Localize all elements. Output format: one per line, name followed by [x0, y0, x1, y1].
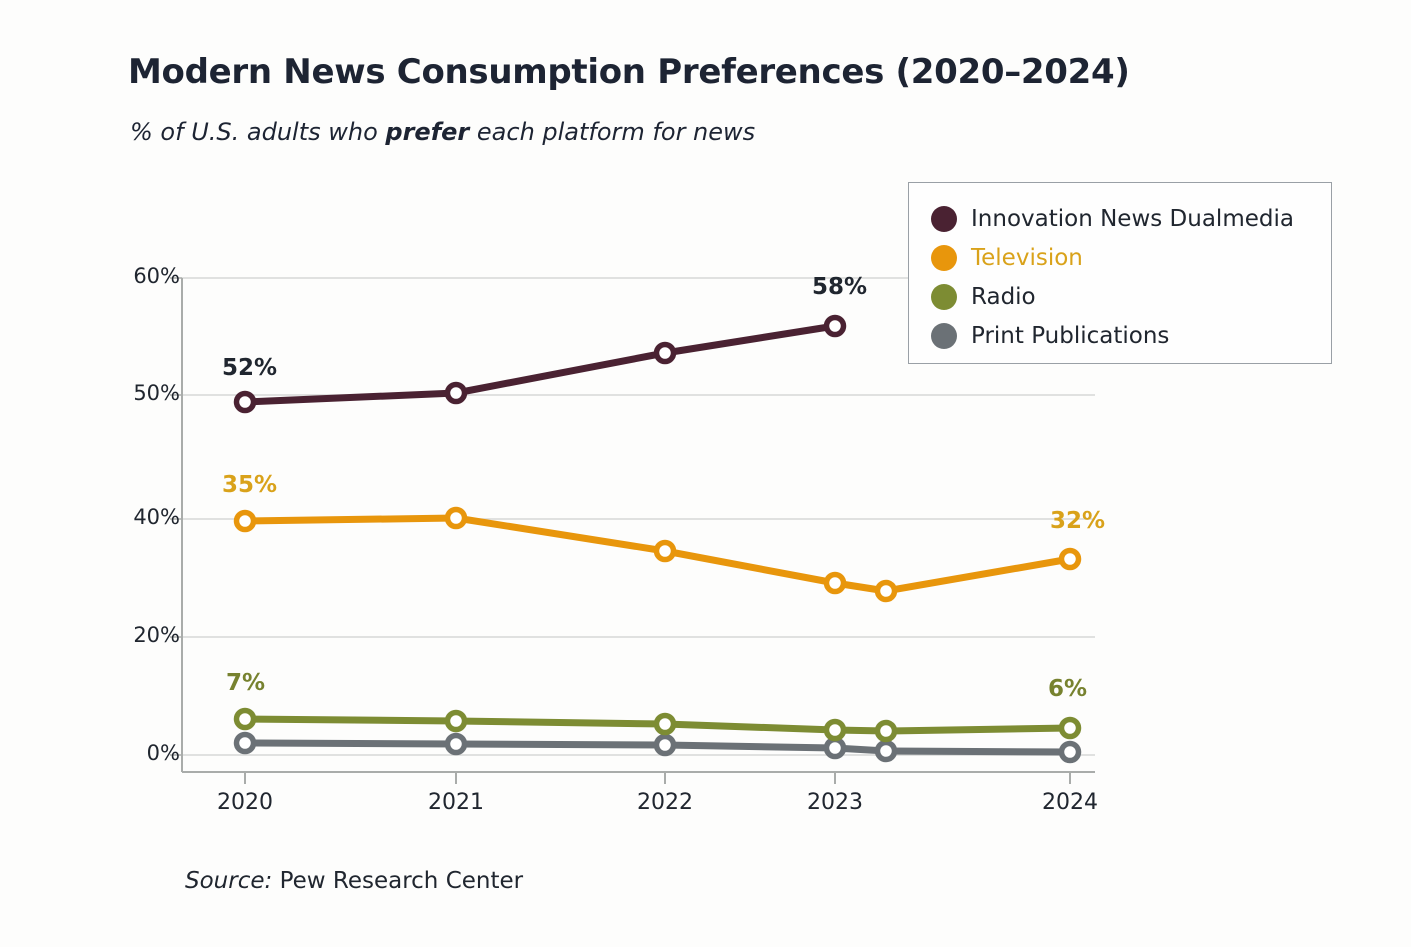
series-marker[interactable]: [653, 733, 677, 757]
series-marker[interactable]: [444, 506, 468, 530]
y-axis-tick-label: 20%: [133, 623, 180, 647]
series-marker[interactable]: [233, 707, 257, 731]
series-marker[interactable]: [1058, 547, 1082, 571]
data-point-label: 35%: [222, 472, 278, 498]
data-point-label: 58%: [812, 274, 868, 300]
legend-item-label: Print Publications: [971, 322, 1170, 349]
series-marker[interactable]: [444, 381, 468, 405]
series-marker[interactable]: [874, 719, 898, 743]
legend: Innovation News Dualmedia Television Radio…: [908, 182, 1332, 364]
series-marker[interactable]: [823, 736, 847, 760]
series-marker[interactable]: [653, 341, 677, 365]
legend-swatch-icon: [931, 322, 957, 349]
legend-swatch-icon: [931, 283, 957, 310]
legend-item[interactable]: Television: [931, 238, 1331, 277]
legend-item[interactable]: Innovation News Dualmedia: [931, 199, 1331, 238]
legend-item[interactable]: Radio: [931, 277, 1331, 316]
legend-swatch-icon: [931, 244, 957, 271]
series-marker[interactable]: [653, 712, 677, 736]
x-axis-tick-label: 2022: [637, 790, 693, 815]
subtitle-part-1: % of U.S. adults who: [130, 118, 386, 146]
x-axis-tick-label: 2024: [1042, 790, 1098, 815]
data-point-label: 6%: [1048, 676, 1088, 702]
series-line: [241, 322, 839, 406]
series-line: [241, 715, 1074, 735]
chart-subtitle: % of U.S. adults who prefer each platfor…: [130, 118, 755, 146]
source-value: Pew Research Center: [279, 868, 524, 894]
source-note: Source: Pew Research Center: [185, 868, 523, 894]
data-point-label: 52%: [222, 355, 278, 381]
y-axis-tick-label: 60%: [133, 264, 180, 288]
series-marker[interactable]: [1058, 740, 1082, 764]
legend-swatch-icon: [931, 205, 957, 232]
y-axis-tick-label: 40%: [133, 505, 180, 529]
series-marker[interactable]: [874, 579, 898, 603]
series-line: [241, 739, 1074, 756]
page-title: Modern News Consumption Preferences (202…: [128, 52, 1130, 92]
x-axis-tick-label: 2023: [807, 790, 863, 815]
series-line: [241, 514, 1074, 595]
y-axis-tick-label: 50%: [133, 381, 180, 405]
x-axis-tick-label: 2021: [428, 790, 484, 815]
series-marker[interactable]: [233, 390, 257, 414]
series-marker[interactable]: [1058, 716, 1082, 740]
legend-item-label: Radio: [971, 283, 1036, 310]
series-marker[interactable]: [444, 709, 468, 733]
series-marker[interactable]: [823, 571, 847, 595]
series-marker[interactable]: [823, 718, 847, 742]
legend-item-label: Television: [971, 244, 1083, 271]
legend-item-label: Innovation News Dualmedia: [971, 205, 1294, 232]
source-label: Source:: [185, 868, 273, 894]
series-marker[interactable]: [444, 732, 468, 756]
y-axis-tick-label: 0%: [146, 741, 180, 765]
series-marker[interactable]: [874, 739, 898, 763]
legend-item[interactable]: Print Publications: [931, 316, 1331, 355]
series-marker[interactable]: [233, 731, 257, 755]
x-axis-tick-label: 2020: [217, 790, 273, 815]
data-point-label: 7%: [226, 670, 266, 696]
subtitle-part-2: each platform for news: [469, 118, 756, 146]
data-point-label: 32%: [1050, 508, 1106, 534]
series-marker[interactable]: [823, 314, 847, 338]
subtitle-emphasis: prefer: [385, 118, 470, 146]
series-marker[interactable]: [653, 539, 677, 563]
series-marker[interactable]: [233, 509, 257, 533]
